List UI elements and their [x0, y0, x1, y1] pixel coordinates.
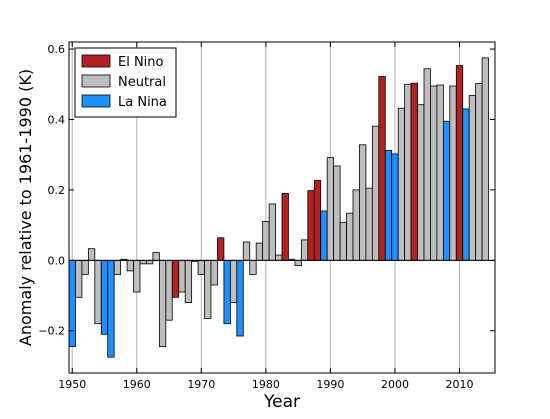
bar-1978	[249, 259, 257, 275]
bar-2002	[404, 83, 412, 261]
bar-1962	[146, 259, 154, 265]
bar-2014	[481, 57, 489, 261]
bar-2012	[468, 95, 477, 261]
bar-1989	[320, 210, 328, 261]
legend-swatch-la-nina	[81, 94, 111, 108]
legend-label-la-nina: La Nina	[118, 95, 167, 110]
bar-1967	[178, 259, 186, 293]
bar-1960	[133, 259, 141, 293]
bar-1971	[204, 259, 212, 319]
bars	[68, 57, 489, 358]
bar-1990	[326, 157, 335, 261]
y-tick-label-3: 0.4	[48, 113, 66, 126]
bar-2011	[462, 108, 470, 261]
y-tick-label-1: 0.0	[48, 254, 66, 267]
bar-1970	[197, 259, 205, 275]
bar-1977	[242, 241, 251, 261]
y-axis-label: Anomaly relative to 1961-1990 (K)	[16, 69, 35, 346]
bar-1980	[262, 221, 270, 261]
x-axis-label: Year	[263, 392, 300, 412]
bar-2007	[436, 84, 444, 261]
bar-1963	[152, 252, 160, 261]
bar-1988	[313, 179, 322, 261]
bar-2009	[449, 85, 457, 261]
plot-frame	[68, 41, 496, 374]
bar-2013	[475, 83, 483, 261]
bar-1993	[346, 212, 354, 261]
bar-1994	[352, 189, 360, 261]
bar-1952	[81, 259, 89, 275]
x-tick-label-2010: 2010	[446, 378, 474, 391]
bar-1981	[268, 203, 276, 261]
x-tick-labels: 1950 1960 1970 1980 1990 2000 2010	[58, 378, 473, 391]
bar-1985	[294, 259, 302, 267]
legend: El Nino Neutral La Nina	[74, 47, 177, 118]
bar-2006	[430, 85, 438, 261]
bar-1999	[384, 150, 393, 261]
legend-swatch-neutral	[81, 74, 111, 88]
bar-2005	[423, 68, 431, 261]
bar-2003	[410, 82, 418, 261]
legend-label-neutral: Neutral	[118, 75, 166, 90]
bar-2001	[397, 107, 406, 261]
bar-1983	[281, 193, 289, 261]
bar-1951	[75, 259, 83, 298]
bar-1992	[339, 221, 347, 261]
bar-1972	[210, 259, 218, 286]
bar-1975	[229, 259, 238, 303]
bar-1979	[255, 242, 264, 261]
bar-1955	[100, 259, 109, 335]
axis-ticks	[69, 42, 495, 373]
legend-label-el-nino: El Nino	[118, 55, 164, 70]
y-tick-label-0: −0.2	[38, 325, 65, 338]
bar-1953	[87, 248, 96, 261]
bar-2008	[442, 120, 451, 261]
bar-1997	[371, 125, 380, 261]
bar-1965	[165, 259, 173, 321]
bar-1968	[184, 259, 193, 303]
bar-2000	[391, 153, 399, 261]
x-tick-label-1970: 1970	[187, 378, 215, 391]
bar-1966	[171, 259, 180, 298]
bar-1996	[365, 187, 373, 261]
y-tick-label-4: 0.6	[48, 43, 66, 56]
bar-1964	[158, 259, 167, 347]
bar-1973	[217, 237, 225, 261]
bar-1991	[333, 165, 341, 261]
bar-1987	[307, 190, 315, 261]
bar-2010	[455, 65, 464, 261]
bar-1998	[378, 76, 386, 261]
y-tick-label-2: 0.2	[48, 184, 66, 197]
bar-1974	[223, 259, 231, 325]
bar-1957	[113, 259, 122, 275]
bar-1956	[107, 259, 115, 358]
bar-1961	[139, 259, 147, 265]
bar-1976	[236, 259, 244, 337]
x-tick-label-2000: 2000	[381, 378, 409, 391]
bar-1982	[275, 254, 283, 261]
bar-1950	[68, 259, 76, 347]
bar-1995	[359, 144, 367, 261]
x-tick-label-1960: 1960	[123, 378, 151, 391]
x-tick-label-1980: 1980	[252, 378, 280, 391]
bar-2004	[417, 104, 425, 261]
bar-1954	[94, 259, 102, 325]
x-tick-label-1990: 1990	[316, 378, 344, 391]
bar-1959	[126, 259, 134, 272]
y-tick-labels: −0.2 0.0 0.2 0.4 0.6	[38, 43, 65, 338]
legend-swatch-el-nino	[81, 54, 111, 68]
x-tick-label-1950: 1950	[58, 378, 86, 391]
bar-1986	[300, 239, 309, 261]
